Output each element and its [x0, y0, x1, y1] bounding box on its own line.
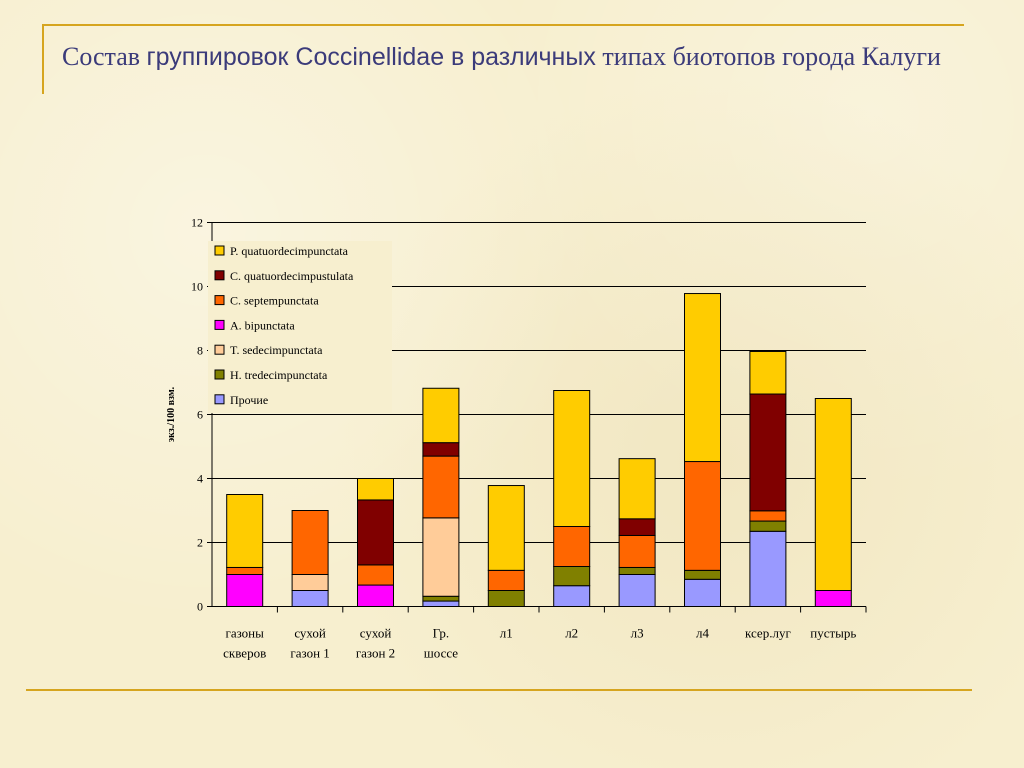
- y-tick-label: 6: [197, 408, 203, 422]
- legend-label: A. bipunctata: [230, 318, 295, 332]
- bar-segment: [749, 520, 787, 532]
- y-tick-label: 8: [197, 344, 203, 358]
- x-tick-label: л3: [631, 626, 644, 641]
- frame-left-line: [42, 24, 44, 94]
- y-tick-label: 4: [197, 472, 203, 486]
- x-tick-label: газон 2: [356, 646, 395, 661]
- legend-swatch: [214, 270, 225, 281]
- legend-swatch: [214, 394, 225, 405]
- frame-top-line: [42, 24, 964, 26]
- bar-segment: [291, 574, 329, 591]
- x-tick-label: л4: [696, 626, 709, 641]
- legend-label: P. quatuordecimpunctata: [230, 244, 349, 258]
- x-tick-label: газоны: [226, 626, 265, 641]
- bar-segment: [684, 578, 721, 607]
- bar-segment: [487, 590, 525, 607]
- legend-label: C. quatuordecimpustulata: [230, 269, 354, 283]
- bar-segment: [553, 585, 591, 608]
- x-tick-label: л2: [565, 626, 578, 641]
- bar-segment: [618, 566, 656, 576]
- bar-segment: [422, 595, 460, 602]
- x-tick-label: ксер.луг: [745, 626, 791, 641]
- y-axis-label: экз./100 взм.: [166, 386, 177, 442]
- y-tick-label: 0: [197, 600, 203, 614]
- bar-segment: [618, 534, 656, 568]
- bar-segment: [553, 390, 591, 527]
- legend-swatch: [214, 344, 225, 355]
- title-part-1: Состав: [62, 42, 147, 71]
- bar-segment: [291, 590, 329, 607]
- title-part-3: типах биотопов города Калуги: [595, 42, 941, 71]
- legend-swatch: [214, 295, 225, 306]
- legend-label: Прочие: [230, 393, 268, 407]
- bar-segment: [487, 569, 525, 592]
- bar-segment: [684, 293, 721, 463]
- bar-segment: [618, 574, 656, 607]
- bar-segment: [487, 485, 525, 571]
- legend-label: H. tredecimpunctata: [230, 368, 328, 382]
- bar-segment: [291, 510, 329, 575]
- legend-swatch: [214, 245, 225, 256]
- bar-segment: [684, 461, 721, 571]
- x-tick-label: сухой: [294, 626, 326, 641]
- x-tick-label: л1: [500, 626, 513, 641]
- bar-segment: [749, 510, 787, 522]
- bar-segment: [618, 518, 656, 536]
- x-tick-label: газон 1: [290, 646, 329, 661]
- bar-segment: [422, 442, 460, 457]
- bar-segment: [226, 574, 264, 607]
- bar-segment: [226, 566, 264, 576]
- bar-segment: [357, 584, 394, 607]
- bar-segment: [749, 350, 787, 395]
- bar-segment: [814, 398, 852, 591]
- bar-segment: [422, 517, 460, 597]
- y-tick-label: 10: [191, 280, 203, 294]
- x-tick-label: сухой: [360, 626, 392, 641]
- x-tick-label: шоссе: [424, 646, 459, 661]
- y-tick-label: 12: [191, 216, 203, 230]
- legend-swatch: [214, 369, 225, 380]
- bar-segment: [226, 494, 264, 568]
- frame-bottom-line: [26, 689, 972, 691]
- bar-segment: [684, 569, 721, 580]
- bar-segment: [422, 387, 460, 444]
- bar-segment: [357, 478, 394, 501]
- legend-box: [208, 241, 392, 413]
- bar-segment: [357, 564, 394, 586]
- bar-segment: [749, 393, 787, 512]
- legend-swatch: [214, 319, 225, 330]
- legend-label: C. septempunctata: [230, 294, 319, 308]
- bar-segment: [814, 590, 852, 607]
- bar-segment: [357, 499, 394, 566]
- x-tick-label: Гр.: [433, 626, 449, 641]
- bar-segment: [553, 526, 591, 567]
- bar-segment: [749, 530, 787, 607]
- title-part-2: группировок Coccinellidae в различных: [146, 43, 596, 71]
- y-tick-label: 2: [197, 536, 203, 550]
- bar-segment: [422, 600, 460, 607]
- bar-segment: [618, 458, 656, 520]
- slide-title: Состав группировок Coccinellidae в разли…: [62, 38, 942, 76]
- x-tick-label: скверов: [223, 646, 266, 661]
- x-tick-label: пустырь: [810, 626, 856, 641]
- legend-label: T. sedecimpunctata: [230, 343, 323, 357]
- bar-segment: [553, 566, 591, 587]
- bar-segment: [422, 455, 460, 519]
